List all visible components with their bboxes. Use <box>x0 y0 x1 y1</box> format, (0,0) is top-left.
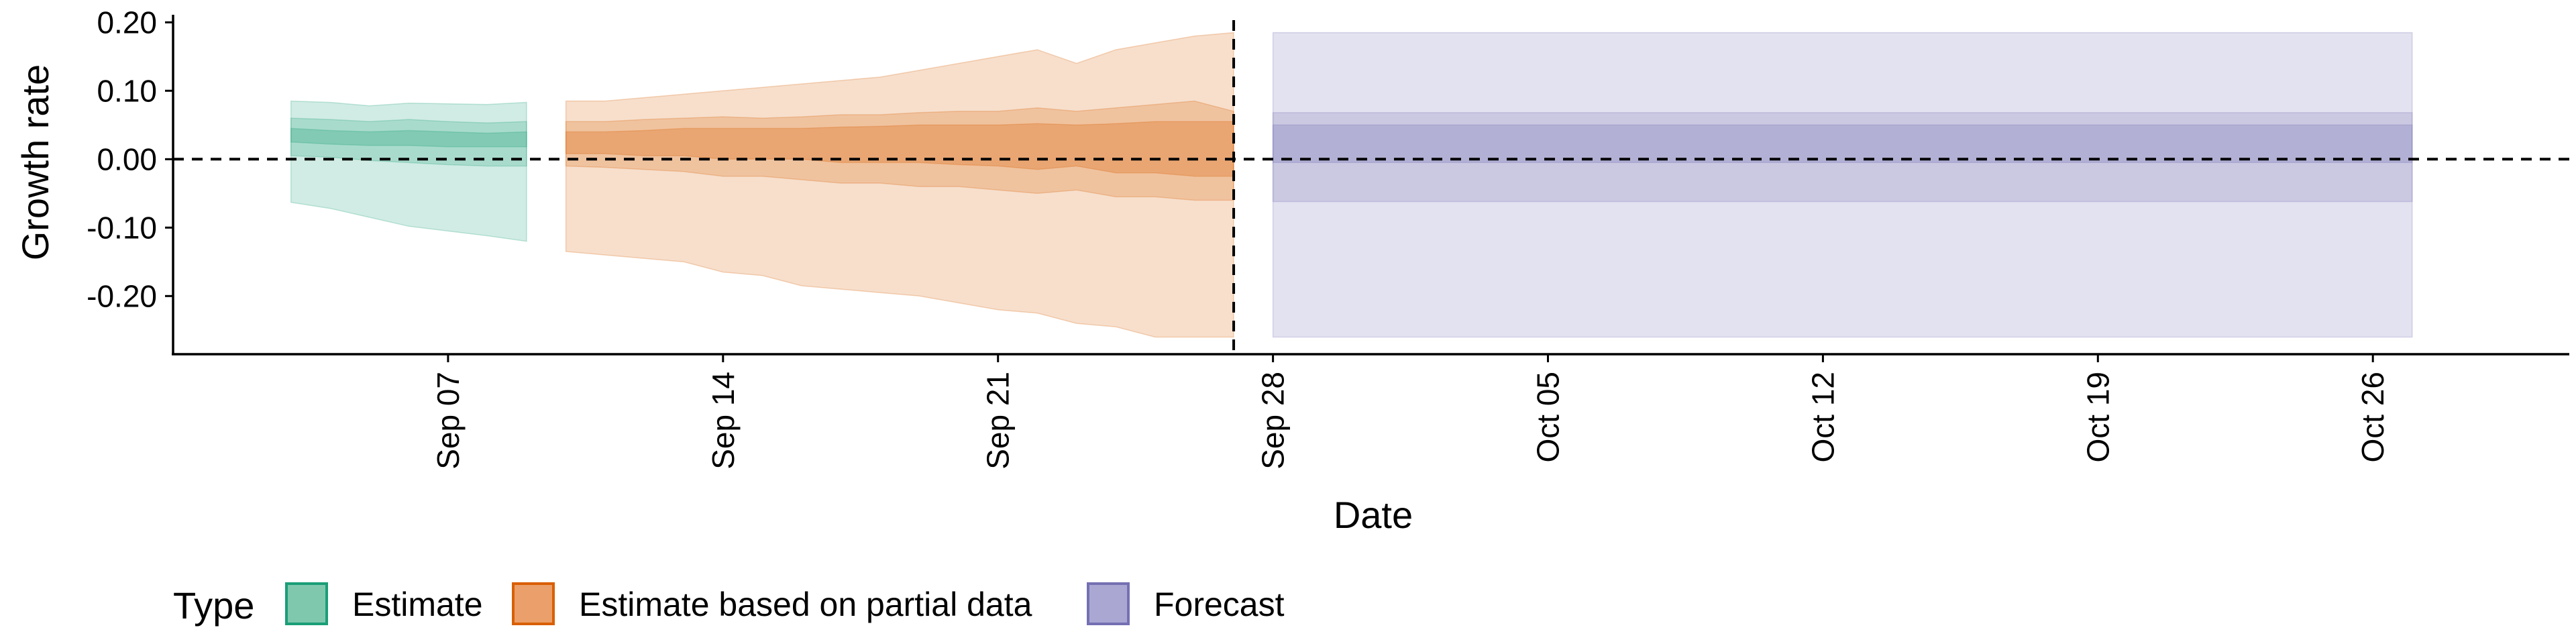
band-50-2 <box>1272 112 2413 203</box>
band-50-1 <box>565 100 1234 201</box>
tick-labels: 0.20 0.10 0.00 -0.10 -0.20 Sep 07 Sep 14 Sep 21… <box>87 5 2390 469</box>
legend-swatch <box>512 582 555 625</box>
x-tick-label: Sep 07 <box>431 372 466 470</box>
y-tick-label: 0.00 <box>97 142 157 176</box>
legend-title: Type <box>173 584 254 627</box>
series-0 <box>290 100 527 242</box>
band-90-0 <box>290 100 527 242</box>
x-tick-label: Sep 14 <box>706 372 741 470</box>
legend-item: Estimate <box>285 582 483 625</box>
band-90-2 <box>1272 32 2413 338</box>
band-90-1 <box>565 32 1234 338</box>
x-tick-label: Oct 05 <box>1531 372 1566 463</box>
y-axis-title: Growth rate <box>14 64 56 261</box>
y-tick-label: -0.10 <box>87 210 157 245</box>
reference-lines <box>173 20 2569 354</box>
legend-label: Forecast <box>1154 586 1285 623</box>
band-20-2 <box>1272 124 2413 164</box>
band-20-0 <box>290 127 527 148</box>
x-tick-label: Oct 12 <box>1805 372 1840 463</box>
legend-label: Estimate based on partial data <box>579 586 1032 623</box>
x-tick-label: Oct 19 <box>2080 372 2115 463</box>
legend-item: Forecast <box>1087 582 1285 625</box>
y-tick-label: 0.10 <box>97 73 157 108</box>
x-axis-title: Date <box>1334 494 1413 536</box>
axes <box>165 15 2569 362</box>
legend: Type Estimate Estimate based on partial d… <box>173 582 1285 627</box>
x-tick-label: Oct 26 <box>2355 372 2390 463</box>
series-1 <box>565 32 1234 338</box>
uncertainty-bands <box>290 32 2413 338</box>
legend-label: Estimate <box>352 586 483 623</box>
x-tick-label: Sep 28 <box>1256 372 1291 470</box>
legend-item: Estimate based on partial data <box>512 582 1032 625</box>
series-2 <box>1272 32 2413 338</box>
x-tick-label: Sep 21 <box>981 372 1016 470</box>
y-tick-label: 0.20 <box>97 5 157 40</box>
legend-swatch <box>285 582 328 625</box>
y-tick-label: -0.20 <box>87 278 157 313</box>
legend-swatch <box>1087 582 1130 625</box>
